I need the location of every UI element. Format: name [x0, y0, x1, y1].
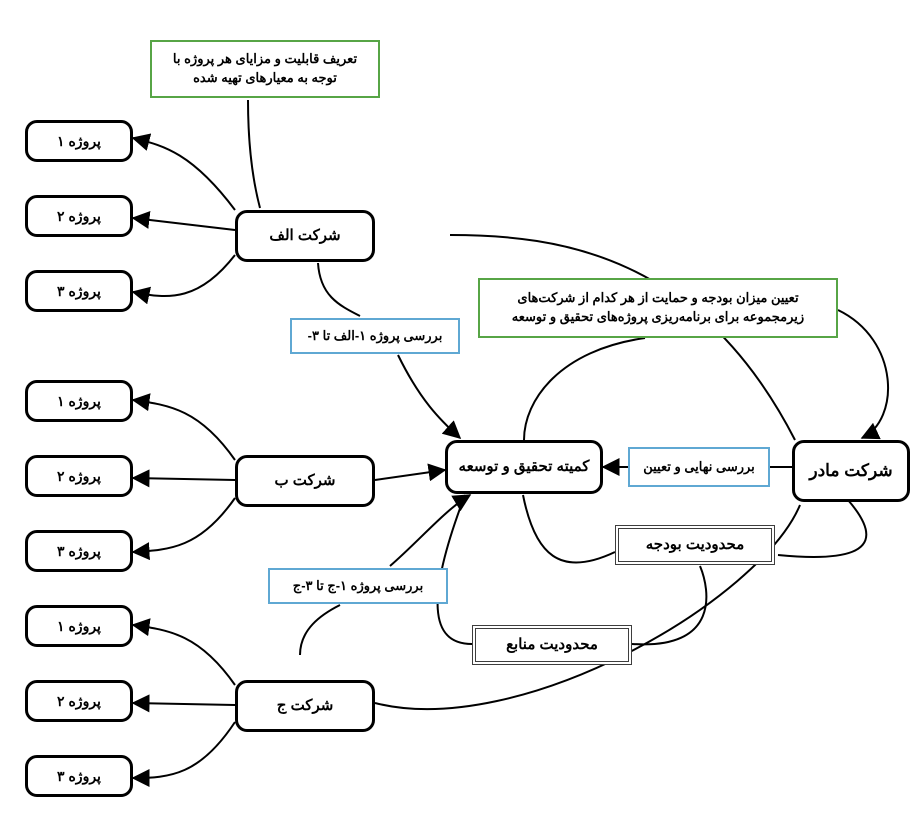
edge [133, 722, 235, 778]
edge [300, 605, 340, 655]
label: تعریف قابلیت و مزایای هر پروژه با توجه ب… [160, 50, 370, 88]
edge [133, 400, 235, 460]
label: پروژه ۲ [57, 691, 101, 711]
edge [248, 100, 260, 208]
edge [632, 566, 706, 644]
node-project-b2: پروژه ۲ [25, 455, 133, 497]
edge [133, 703, 235, 705]
label: پروژه ۳ [57, 281, 101, 301]
node-company-b: شرکت ب [235, 455, 375, 507]
note-review-c: بررسی پروژه ۱-ج تا ۳-ج [268, 568, 448, 604]
label: پروژه ۱ [57, 131, 101, 151]
node-project-c2: پروژه ۲ [25, 680, 133, 722]
edge [318, 263, 360, 316]
label: پروژه ۲ [57, 466, 101, 486]
label: پروژه ۱ [57, 616, 101, 636]
node-parent-company: شرکت مادر [792, 440, 910, 502]
edge [838, 310, 888, 438]
diagram-canvas: { "type": "flowchart", "canvas": { "w": … [0, 0, 924, 815]
label: شرکت ج [277, 695, 334, 717]
note-budget-support: تعیین میزان بودجه و حمایت از هر کدام از … [478, 278, 838, 338]
edge [375, 470, 445, 480]
node-project-b3: پروژه ۳ [25, 530, 133, 572]
label: بررسی پروژه ۱-ج تا ۳-ج [293, 577, 423, 596]
edge [523, 495, 615, 563]
constraint-resources: محدودیت منابع [472, 625, 632, 665]
edge [133, 478, 235, 480]
label: بررسی نهایی و تعیین [643, 458, 755, 477]
node-project-b1: پروژه ۱ [25, 380, 133, 422]
label: پروژه ۱ [57, 391, 101, 411]
edge [524, 338, 645, 440]
note-review-a: بررسی پروژه ۱-الف تا ۳- [290, 318, 460, 354]
edge [133, 625, 235, 685]
label: کمیته تحقیق و توسعه [459, 456, 590, 478]
label: پروژه ۲ [57, 206, 101, 226]
note-define-projects: تعریف قابلیت و مزایای هر پروژه با توجه ب… [150, 40, 380, 98]
label: شرکت الف [269, 225, 340, 247]
edge [133, 138, 235, 210]
label: شرکت مادر [809, 459, 892, 484]
edge [133, 218, 235, 230]
node-project-a2: پروژه ۲ [25, 195, 133, 237]
label: تعیین میزان بودجه و حمایت از هر کدام از … [488, 289, 828, 327]
node-company-c: شرکت ج [235, 680, 375, 732]
node-committee: کمیته تحقیق و توسعه [445, 440, 603, 494]
label: بررسی پروژه ۱-الف تا ۳- [308, 327, 443, 346]
edge [778, 500, 866, 557]
node-company-a: شرکت الف [235, 210, 375, 262]
edge [390, 495, 470, 566]
node-project-a1: پروژه ۱ [25, 120, 133, 162]
edge [398, 355, 460, 438]
note-final-review: بررسی نهایی و تعیین [628, 447, 770, 487]
edge [133, 255, 235, 296]
edges-layer [0, 0, 924, 815]
label: پروژه ۳ [57, 766, 101, 786]
label: محدودیت منابع [506, 634, 598, 656]
node-project-a3: پروژه ۳ [25, 270, 133, 312]
edge [133, 498, 235, 552]
label: پروژه ۳ [57, 541, 101, 561]
constraint-budget: محدودیت بودجه [615, 525, 775, 565]
label: محدودیت بودجه [646, 534, 745, 556]
label: شرکت ب [275, 470, 336, 492]
node-project-c3: پروژه ۳ [25, 755, 133, 797]
node-project-c1: پروژه ۱ [25, 605, 133, 647]
